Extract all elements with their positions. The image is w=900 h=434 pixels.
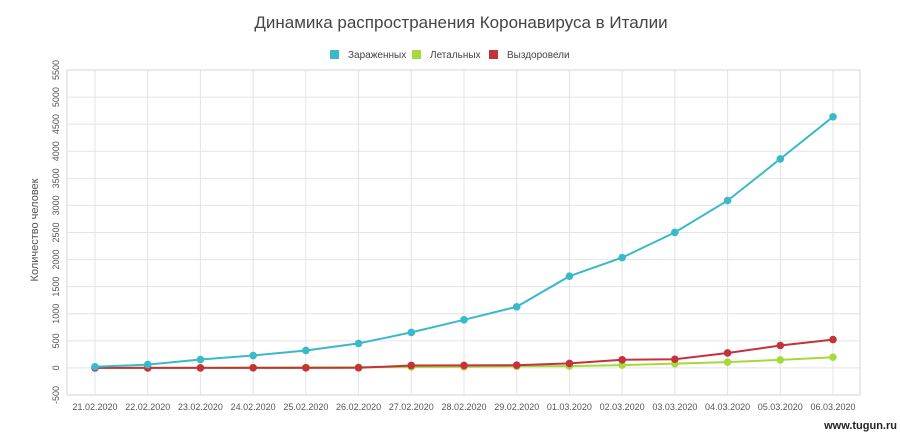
x-tick-label: 22.02.2020 — [125, 402, 170, 412]
legend-item[interactable]: Зараженных — [330, 50, 406, 61]
data-point[interactable] — [565, 359, 574, 368]
data-point[interactable] — [776, 155, 785, 163]
y-tick-label: 500 — [51, 333, 61, 348]
series-layer — [91, 113, 837, 372]
y-tick-label: 2500 — [51, 222, 61, 242]
x-tick-label: 02.03.2020 — [600, 402, 645, 412]
x-tick-label: 27.02.2020 — [389, 402, 434, 412]
x-tick-label: 05.03.2020 — [758, 402, 803, 412]
y-tick-label: 4500 — [51, 114, 61, 134]
x-tick-label: 04.03.2020 — [705, 402, 750, 412]
data-point[interactable] — [196, 355, 205, 364]
x-tick-label: 26.02.2020 — [336, 402, 381, 412]
data-point[interactable] — [91, 363, 99, 371]
data-point[interactable] — [354, 339, 363, 348]
grid — [67, 69, 860, 396]
data-point[interactable] — [249, 364, 257, 372]
x-tick-label: 25.02.2020 — [283, 402, 328, 412]
data-point[interactable] — [723, 358, 732, 366]
legend-swatch — [489, 50, 498, 59]
legend-item[interactable]: Летальных — [412, 50, 481, 61]
data-point[interactable] — [776, 341, 785, 350]
y-axis-label: Количество человек — [29, 178, 41, 281]
chart-title: Динамика распространения Коронавируса в … — [254, 13, 667, 32]
data-point[interactable] — [618, 253, 626, 262]
data-point[interactable] — [407, 328, 416, 337]
x-tick-label: 23.02.2020 — [178, 402, 223, 412]
x-tick-label: 21.02.2020 — [72, 402, 117, 412]
data-point[interactable] — [354, 363, 363, 372]
y-tick-label: 1500 — [51, 277, 61, 297]
data-point[interactable] — [829, 353, 837, 362]
data-point[interactable] — [249, 351, 257, 360]
y-tick-label: 3500 — [51, 168, 61, 188]
legend-label: Выздоровели — [507, 50, 570, 61]
data-point[interactable] — [143, 360, 152, 369]
plot-frame — [66, 69, 861, 396]
data-point[interactable] — [196, 364, 205, 372]
data-point[interactable] — [512, 303, 521, 311]
data-point[interactable] — [460, 361, 468, 370]
data-point[interactable] — [407, 361, 416, 370]
x-tick-label: 01.03.2020 — [547, 402, 592, 412]
data-point[interactable] — [723, 196, 732, 205]
series-3 — [91, 335, 837, 372]
legend-label: Зараженных — [348, 50, 406, 61]
data-point[interactable] — [618, 361, 626, 369]
x-tick-label: 03.03.2020 — [652, 402, 697, 412]
legend: Зараженных Летальных Выздоровели — [330, 50, 570, 61]
series-1 — [91, 113, 837, 371]
data-point[interactable] — [723, 349, 732, 357]
data-point[interactable] — [302, 346, 310, 355]
y-tick-label: 1000 — [51, 304, 61, 324]
legend-swatch — [412, 50, 421, 59]
legend-label: Летальных — [430, 50, 481, 61]
data-point[interactable] — [460, 316, 468, 324]
data-point[interactable] — [302, 364, 310, 372]
y-tick-label: 4000 — [51, 141, 61, 161]
y-tick-label: 5000 — [51, 87, 61, 107]
data-point[interactable] — [671, 355, 679, 364]
y-tick-label: -500 — [51, 386, 61, 404]
y-axis-ticks: -500 0 500 1000 1500 2000 2500 3000 3500 4000 4500… — [51, 60, 61, 404]
y-tick-label: 5500 — [51, 60, 61, 80]
legend-swatch — [330, 50, 339, 59]
x-tick-label: 28.02.2020 — [441, 402, 486, 412]
data-point[interactable] — [829, 113, 837, 121]
data-point[interactable] — [565, 272, 574, 280]
y-tick-label: 0 — [51, 365, 61, 370]
y-tick-label: 3000 — [51, 195, 61, 215]
legend-item[interactable]: Выздоровели — [489, 50, 570, 61]
x-tick-label: 24.02.2020 — [231, 402, 276, 412]
data-point[interactable] — [512, 361, 521, 370]
data-point[interactable] — [829, 335, 837, 344]
y-tick-label: 2000 — [51, 250, 61, 270]
data-point[interactable] — [776, 356, 785, 364]
data-point[interactable] — [671, 228, 679, 237]
x-tick-label: 06.03.2020 — [810, 402, 855, 412]
watermark: www.tugun.ru — [823, 420, 897, 432]
data-point[interactable] — [618, 356, 626, 364]
x-axis-ticks: 21.02.2020 22.02.2020 23.02.2020 24.02.2020… — [72, 402, 855, 412]
x-tick-label: 29.02.2020 — [494, 402, 539, 412]
